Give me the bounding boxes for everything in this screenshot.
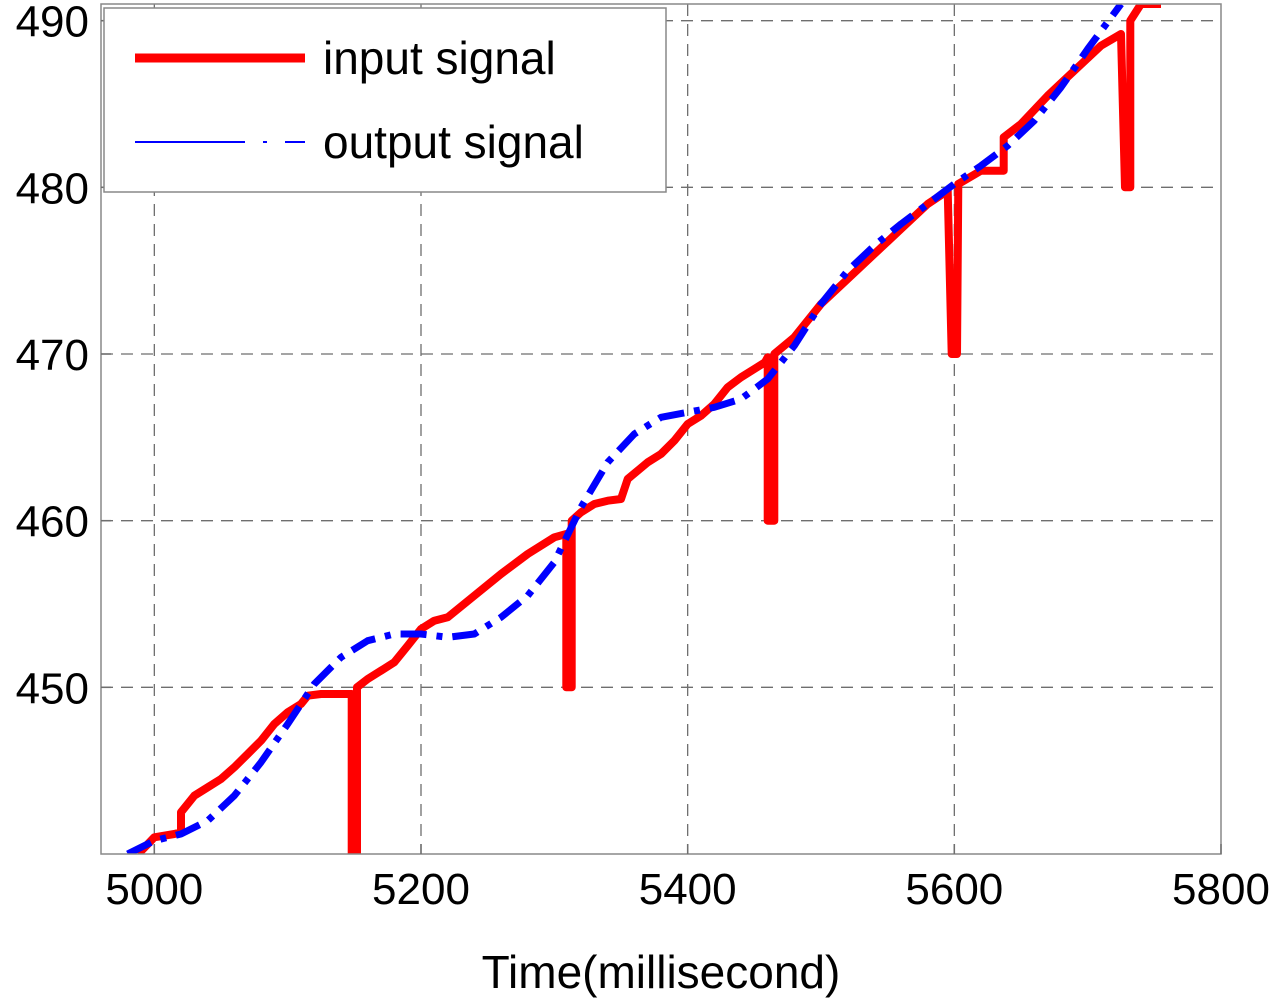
legend-box (103, 7, 667, 193)
y-tick-label-460: 460 (16, 498, 89, 547)
series-line-output-signal (126, 4, 1124, 854)
plot-frame (100, 3, 1222, 855)
x-tick-label-5400: 5400 (639, 865, 737, 914)
legend-label-input-signal: input signal (323, 32, 556, 84)
y-tick-label-490: 490 (16, 0, 89, 47)
x-tick-label-5000: 5000 (105, 865, 203, 914)
y-tick-label-480: 480 (16, 164, 89, 213)
x-tick-label-5600: 5600 (905, 865, 1003, 914)
x-axis-title: Time(millisecond) (482, 946, 841, 998)
axis-ticks: 5000 5200 5400 5600 5800 450 460 470 480 490 (16, 0, 1270, 914)
legend: input signal output signal (103, 7, 667, 193)
series-line-input-signal (135, 4, 1161, 854)
y-tick-label-470: 470 (16, 331, 89, 380)
legend-label-output-signal: output signal (323, 116, 584, 168)
x-tick-label-5800: 5800 (1172, 865, 1270, 914)
series-lines (126, 4, 1161, 854)
y-tick-label-450: 450 (16, 664, 89, 713)
x-tick-label-5200: 5200 (372, 865, 470, 914)
